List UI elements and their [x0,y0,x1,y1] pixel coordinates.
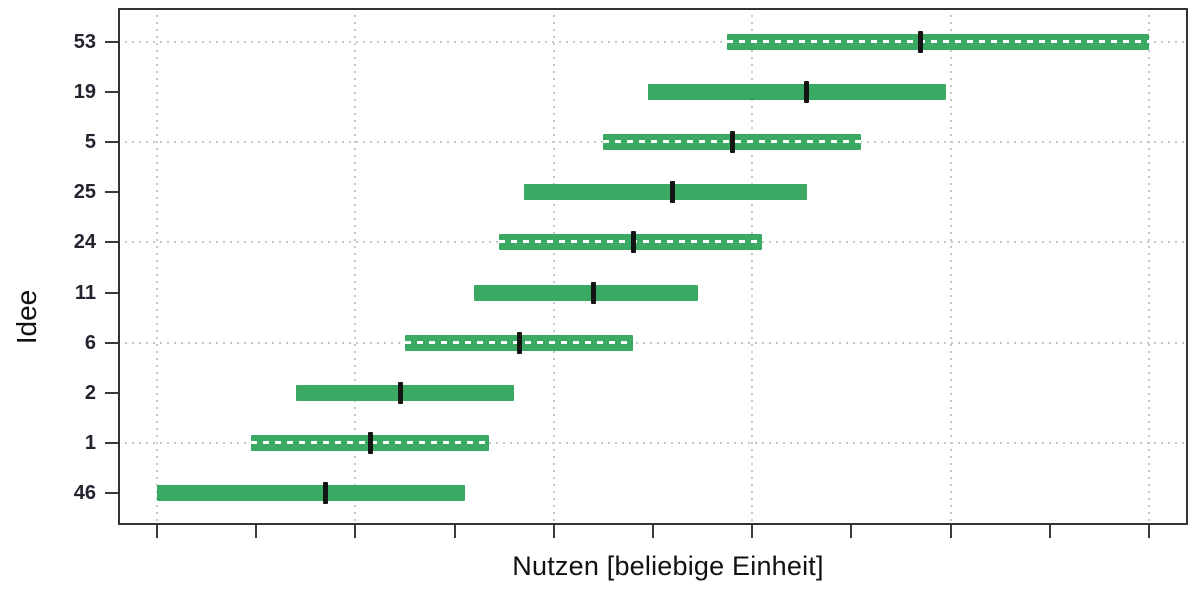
vertical-gridline [156,8,158,525]
y-tick-label: 25 [73,181,96,204]
y-tick [105,90,118,93]
horizontal-gridline [118,442,1188,445]
range-bar [157,485,465,502]
y-tick [105,391,118,394]
y-tick [105,241,118,244]
mean-marker [918,30,924,53]
x-tick [255,525,258,538]
vertical-gridline [354,8,357,525]
plot-area [118,8,1188,525]
y-tick [105,341,118,344]
y-tick-label: 19 [73,80,96,103]
mean-marker [323,482,329,505]
x-tick [1048,525,1051,538]
mean-marker [397,381,403,404]
vertical-gridline [751,8,754,525]
y-tick-label: 53 [73,30,96,53]
y-tick-label: 1 [84,432,96,455]
x-tick [652,525,654,538]
range-bar [295,384,515,401]
y-tick-label: 24 [73,231,96,254]
x-tick [1148,525,1150,538]
y-tick [105,40,118,43]
mean-marker [670,181,676,204]
mean-marker [729,130,735,153]
range-bar [648,83,946,100]
x-tick [751,525,754,538]
vertical-gridline [949,8,952,525]
y-tick-label: 5 [84,130,96,153]
x-axis-title: Nutzen [beliebige Einheit] [512,551,824,581]
y-tick [105,492,118,495]
x-tick [552,525,555,538]
y-tick-label: 2 [84,381,96,404]
mean-marker [630,231,636,254]
y-axis-title: Idee [11,289,42,345]
range-bar [474,284,698,301]
y-tick [105,140,118,143]
y-tick-label: 46 [73,482,96,505]
x-tick [354,525,357,538]
y-tick-label: 6 [84,331,96,354]
vertical-gridline [552,8,555,525]
horizontal-gridline [118,341,1188,344]
mean-marker [367,432,373,455]
y-tick [105,442,118,445]
mean-marker [590,281,596,304]
x-tick [949,525,952,538]
mean-marker [804,80,810,103]
x-tick [453,525,456,538]
horizontal-gridline [118,40,1188,43]
y-tick [105,191,118,194]
bar-centerline-dashes [727,39,1149,43]
x-tick [850,525,853,538]
mean-marker [516,331,522,354]
y-tick-label: 11 [74,281,96,304]
x-tick [156,525,158,538]
range-bar [727,33,1149,50]
vertical-gridline [1148,8,1150,525]
range-bar [524,184,807,201]
y-tick [105,291,118,294]
